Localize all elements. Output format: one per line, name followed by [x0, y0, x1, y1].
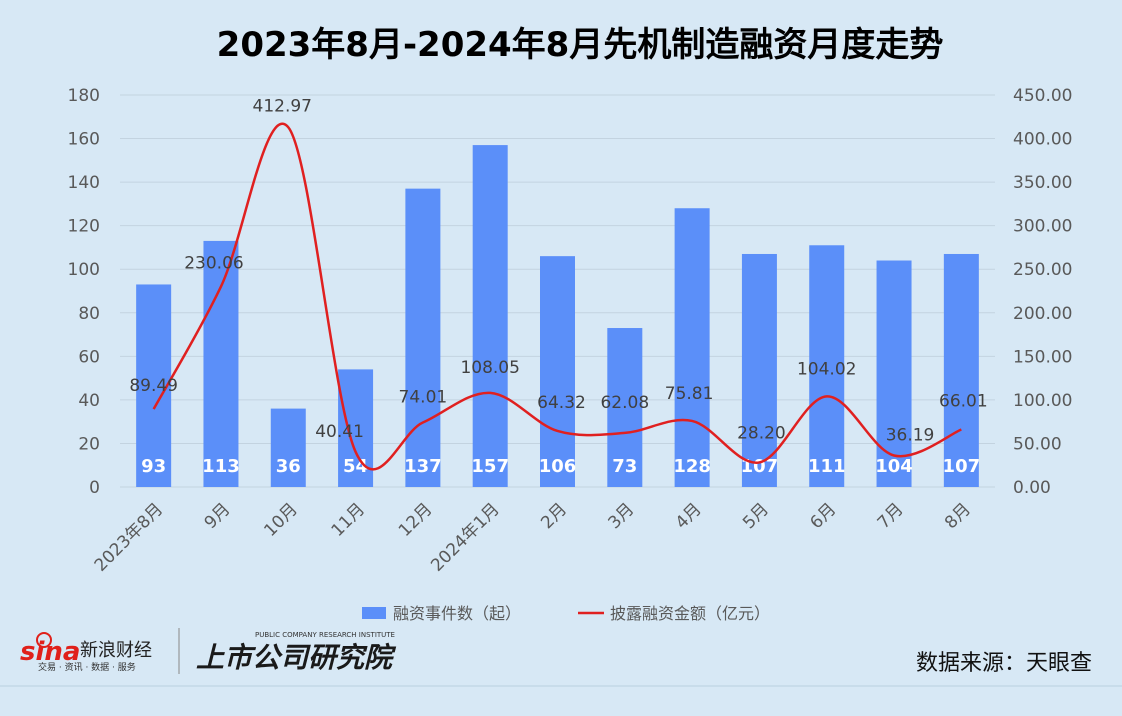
line-data-label: 89.49 — [129, 376, 178, 396]
bar — [943, 253, 979, 487]
x-tick-label: 2024年1月 — [427, 499, 503, 575]
y-right-tick-label: 50.00 — [1013, 434, 1062, 454]
bar-data-label: 36 — [276, 456, 301, 477]
institute-logo-cn: 上市公司研究院 — [196, 641, 397, 674]
x-tick-label: 7月 — [874, 499, 908, 533]
x-tick-label: 9月 — [201, 499, 235, 533]
bar-data-label: 107 — [943, 456, 981, 477]
x-tick-label: 5月 — [739, 499, 773, 533]
data-source: 数据来源：天眼查 — [916, 651, 1092, 676]
chart-title: 2023年8月-2024年8月先机制造融资月度走势 — [217, 25, 944, 65]
sina-logo-cn: 新浪财经 — [80, 640, 152, 661]
bar-data-label: 104 — [875, 456, 913, 477]
bar — [405, 188, 441, 487]
y-left-tick-label: 160 — [68, 130, 100, 150]
y-left-tick-label: 20 — [78, 434, 100, 454]
y-left-tick-label: 60 — [78, 347, 100, 367]
x-tick-label: 6月 — [806, 499, 840, 533]
bar-data-label: 113 — [202, 456, 240, 477]
y-right-tick-label: 100.00 — [1013, 391, 1072, 411]
line-data-label: 412.97 — [253, 96, 312, 116]
x-tick-label: 10月 — [260, 499, 301, 540]
line-data-label: 36.19 — [886, 425, 935, 445]
bar — [136, 284, 172, 487]
line-data-label: 40.41 — [315, 422, 364, 442]
y-axis-right: 0.00 50.00 100.00 150.00 200.00 250.00 300.00 3… — [1013, 86, 1072, 498]
line-data-label: 108.05 — [460, 358, 519, 378]
bar — [607, 328, 643, 487]
bar-data-label: 106 — [539, 456, 577, 477]
sina-logo-sub: 交易 · 资讯 · 数据 · 服务 — [38, 661, 136, 673]
y-right-tick-label: 300.00 — [1013, 217, 1072, 237]
bar — [876, 260, 912, 487]
y-left-tick-label: 120 — [68, 217, 100, 237]
x-tick-label: 12月 — [395, 499, 436, 540]
bar — [809, 245, 845, 487]
y-left-tick-label: 0 — [89, 478, 100, 498]
bar-data-label: 111 — [808, 456, 846, 477]
y-left-tick-label: 180 — [68, 86, 100, 106]
line-data-label: 230.06 — [184, 254, 243, 274]
sina-eye-icon — [36, 632, 52, 648]
y-axis-left: 0 20 40 60 80 100 120 140 160 180 — [68, 86, 100, 498]
line-labels: 89.49 230.06 412.97 40.41 74.01 108.05 64.32 62… — [129, 96, 987, 445]
line-data-label: 62.08 — [600, 393, 649, 413]
line-series — [152, 122, 962, 471]
line-data-label: 66.01 — [939, 391, 988, 411]
sina-logo: sina 新浪财经 交易 · 资讯 · 数据 · 服务 — [20, 632, 152, 673]
institute-logo: PUBLIC COMPANY RESEARCH INSTITUTE 上市公司研究… — [196, 631, 397, 674]
bar-data-label: 128 — [673, 456, 711, 477]
bar-data-label: 137 — [404, 456, 442, 477]
bar — [741, 253, 777, 487]
y-left-tick-label: 100 — [68, 260, 100, 280]
y-right-tick-label: 400.00 — [1013, 130, 1072, 150]
x-tick-label: 2023年8月 — [91, 499, 167, 575]
y-right-tick-label: 450.00 — [1013, 86, 1072, 106]
line-data-label: 75.81 — [665, 384, 714, 404]
bar-data-label: 93 — [141, 456, 166, 477]
bar — [472, 145, 508, 488]
bar — [270, 408, 306, 487]
legend-bar-swatch — [362, 607, 386, 619]
bar — [203, 240, 239, 487]
legend: 融资事件数（起） 披露融资金额（亿元） — [362, 604, 770, 623]
bar — [674, 208, 710, 487]
y-right-tick-label: 250.00 — [1013, 260, 1072, 280]
institute-logo-en: PUBLIC COMPANY RESEARCH INSTITUTE — [255, 631, 395, 639]
line-data-label: 64.32 — [537, 393, 586, 413]
y-right-tick-label: 150.00 — [1013, 347, 1072, 367]
legend-line-label: 披露融资金额（亿元） — [610, 604, 770, 623]
x-tick-label: 3月 — [605, 499, 639, 533]
x-tick-label: 2月 — [537, 499, 571, 533]
y-right-tick-label: 350.00 — [1013, 173, 1072, 193]
legend-bar-label: 融资事件数（起） — [393, 604, 521, 623]
line-data-label: 104.02 — [797, 359, 856, 379]
y-left-tick-label: 80 — [78, 304, 100, 324]
bar-data-label: 157 — [471, 456, 509, 477]
bar-labels: 93 113 36 54 137 157 106 73 128 107 111 104 107 — [141, 456, 980, 477]
line-data-label: 74.01 — [399, 388, 448, 408]
bar — [540, 256, 575, 487]
bar-series — [136, 145, 979, 488]
bar-data-label: 73 — [612, 456, 637, 477]
y-right-tick-label: 0.00 — [1013, 478, 1051, 498]
y-left-tick-label: 40 — [78, 391, 100, 411]
x-tick-label: 11月 — [328, 499, 369, 540]
y-left-tick-label: 140 — [68, 173, 100, 193]
line-data-label: 28.20 — [737, 423, 786, 443]
x-tick-label: 4月 — [672, 499, 706, 533]
y-right-tick-label: 200.00 — [1013, 304, 1072, 324]
x-tick-label: 8月 — [941, 499, 975, 533]
